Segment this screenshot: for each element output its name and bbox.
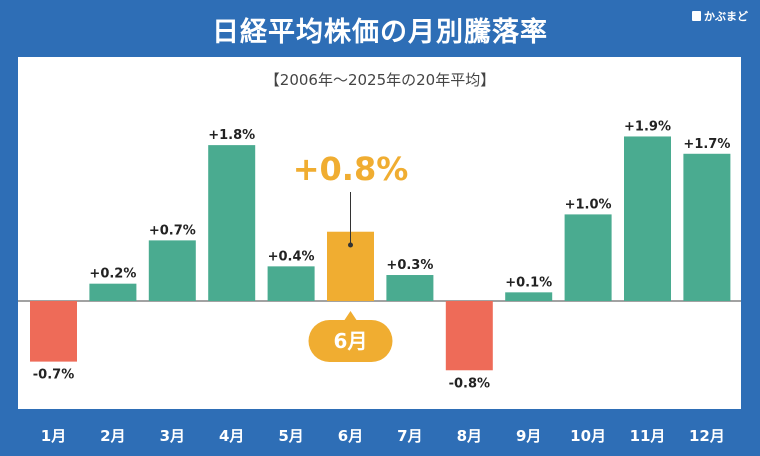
x-tick-label: 8月 bbox=[457, 427, 482, 445]
chart-subtitle: 【2006年〜2025年の20年平均】 bbox=[265, 71, 495, 89]
x-tick-label: 4月 bbox=[219, 427, 244, 445]
x-tick-label: 3月 bbox=[160, 427, 185, 445]
bar-5 bbox=[267, 266, 315, 301]
x-tick-label: 1月 bbox=[41, 427, 66, 445]
data-label: -0.8% bbox=[449, 376, 490, 391]
x-tick-label: 2月 bbox=[100, 427, 125, 445]
bar-12 bbox=[683, 153, 731, 301]
chart-title: 日経平均株価の月別騰落率 bbox=[212, 17, 548, 48]
brand-name: かぶまど bbox=[704, 10, 748, 23]
data-label: +0.1% bbox=[505, 275, 552, 290]
bar-10 bbox=[564, 214, 612, 301]
x-tick-label: 9月 bbox=[516, 427, 541, 445]
x-tick-label: 10月 bbox=[570, 427, 606, 445]
bar-4 bbox=[208, 145, 256, 301]
highlight-bubble bbox=[308, 320, 393, 362]
x-tick-label: 12月 bbox=[689, 427, 725, 445]
x-tick-label: 6月 bbox=[338, 427, 363, 445]
bar-2 bbox=[89, 283, 137, 301]
data-label: +0.7% bbox=[149, 223, 196, 238]
data-label: +1.8% bbox=[208, 128, 255, 143]
bar-1 bbox=[30, 301, 77, 362]
data-label: +0.4% bbox=[268, 249, 315, 264]
bar-7 bbox=[386, 275, 434, 301]
bar-8 bbox=[445, 301, 493, 371]
bar-3 bbox=[148, 240, 196, 301]
brand-logo: かぶまど bbox=[692, 8, 748, 24]
bar-11 bbox=[624, 136, 671, 301]
x-tick-label: 11月 bbox=[630, 427, 666, 445]
data-label: +1.9% bbox=[624, 119, 671, 134]
data-label: -0.7% bbox=[33, 368, 74, 383]
x-tick-label: 7月 bbox=[397, 427, 422, 445]
highlight-bubble-label: 6月 bbox=[334, 329, 368, 353]
data-label: +0.2% bbox=[89, 267, 136, 282]
x-tick-label: 5月 bbox=[278, 427, 303, 445]
data-label: +1.7% bbox=[683, 137, 730, 152]
highlight-bubble-pointer bbox=[344, 311, 357, 320]
highlight-value-label: +0.8% bbox=[293, 150, 409, 188]
data-label: +1.0% bbox=[565, 197, 612, 212]
highlight-leader-dot bbox=[348, 242, 353, 248]
brand-icon bbox=[692, 11, 701, 21]
data-label: +0.3% bbox=[386, 258, 433, 273]
bar-9 bbox=[505, 292, 553, 301]
